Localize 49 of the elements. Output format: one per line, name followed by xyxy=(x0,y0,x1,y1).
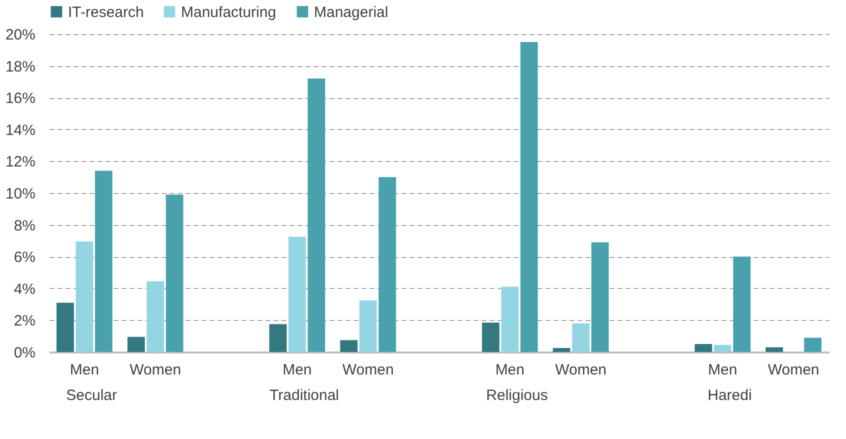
bar xyxy=(269,324,287,352)
bar xyxy=(76,241,94,352)
legend-label: Manufacturing xyxy=(181,4,276,21)
bar xyxy=(166,194,184,352)
bar xyxy=(733,256,751,352)
y-tick-label: 12% xyxy=(5,154,36,171)
legend-label: IT-research xyxy=(68,4,144,21)
y-tick-label: 0% xyxy=(14,344,36,362)
x-tick-label: Women xyxy=(130,362,182,378)
x-tick-label: Women xyxy=(555,362,607,378)
bar xyxy=(591,242,609,352)
bar xyxy=(288,236,306,352)
text: Religious xyxy=(486,387,548,404)
y-tick-label: 18% xyxy=(5,58,36,76)
x-tick-label: Men xyxy=(70,362,100,378)
bar xyxy=(520,42,538,352)
bar xyxy=(714,344,732,352)
bar xyxy=(766,347,784,352)
bar xyxy=(804,338,822,352)
bar xyxy=(501,286,519,352)
y-tick-label: 4% xyxy=(14,280,36,298)
text: Secular xyxy=(66,387,117,404)
bar xyxy=(340,340,358,352)
y-tick-label: 2% xyxy=(14,312,36,330)
x-tick-label: Men xyxy=(495,362,525,378)
bar xyxy=(694,344,712,352)
bar xyxy=(127,336,145,352)
x-tick-label: Men xyxy=(708,362,738,378)
bar xyxy=(146,281,164,352)
y-tick-label: 16% xyxy=(5,90,36,108)
bar xyxy=(572,323,590,352)
bar xyxy=(552,348,570,352)
y-tick-label: 6% xyxy=(14,249,36,266)
text: Traditional xyxy=(270,387,340,404)
y-tick-label: 8% xyxy=(14,217,36,234)
x-tick-label: Women xyxy=(342,362,394,378)
x-tick-label: Men xyxy=(282,362,312,378)
y-tick-label: 14% xyxy=(5,122,36,139)
bar xyxy=(378,177,396,352)
x-tick-label: Women xyxy=(768,362,820,378)
bar xyxy=(94,170,112,352)
y-tick-label: 10% xyxy=(5,186,36,202)
bar xyxy=(359,300,377,352)
text: Haredi xyxy=(708,387,752,404)
y-tick-label: 20% xyxy=(5,26,36,44)
bar xyxy=(308,78,326,352)
bar xyxy=(482,322,500,352)
bar xyxy=(56,302,74,352)
legend-label: Managerial xyxy=(314,4,388,21)
